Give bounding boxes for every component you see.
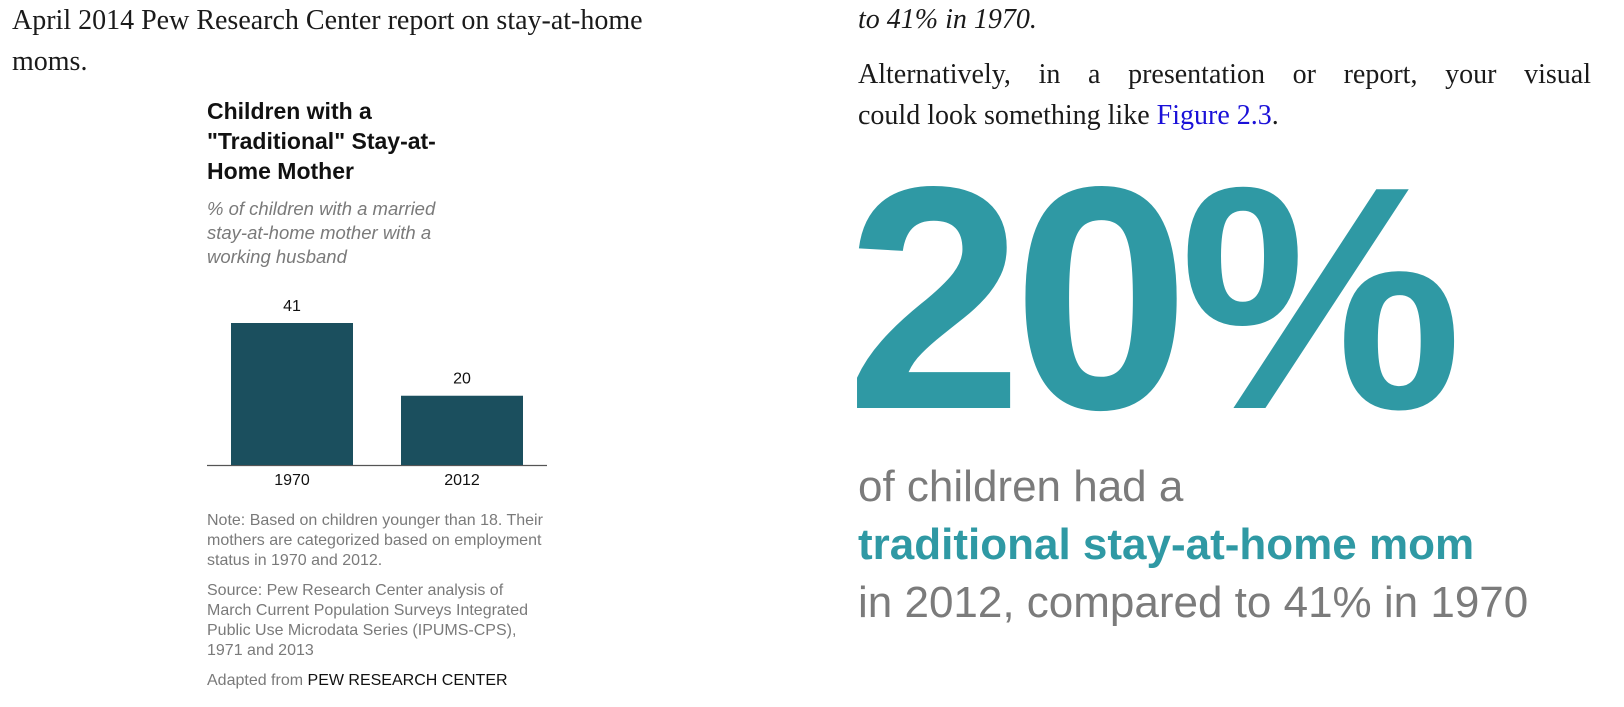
right-body-text: to 41% in 1970. Alternatively, in a pres… [858, 0, 1591, 136]
chart-source: Source: Pew Research Center analysis of … [207, 582, 529, 659]
tick-label-2012: 2012 [444, 472, 480, 489]
paragraph-line-1: Alternatively, in a presentation or repo… [858, 59, 1591, 90]
caption-line-1: of children had a [858, 462, 1184, 511]
caption-line-3: in 2012, compared to 41% in 1970 [858, 578, 1529, 627]
paragraph-line-2: could look something like Figure 2.3. [858, 95, 1591, 136]
chart-note: Note: Based on children younger than 18.… [207, 512, 543, 569]
bar-1970 [231, 323, 353, 465]
italic-continuation: to 41% in 1970. [858, 4, 1037, 35]
chart-title: Children with a "Traditional" Stay-at-Ho… [207, 98, 436, 184]
stat-caption: of children had a traditional stay-at-ho… [858, 458, 1528, 632]
left-text-line-1: April 2014 Pew Research Center report on… [12, 5, 643, 36]
big-stat-number: 20% [846, 121, 1462, 476]
chart-subtitle: % of children with a married stay-at-hom… [207, 198, 436, 267]
data-label-2012: 20 [453, 371, 471, 388]
caption-emphasis: traditional stay-at-home mom [858, 520, 1475, 569]
bar-2012 [401, 395, 523, 465]
figure-link[interactable]: Figure 2.3 [1156, 100, 1272, 131]
left-text-line-2: moms. [12, 46, 88, 77]
bar-chart: 41 1970 20 2012 [207, 298, 547, 489]
chart-attribution: Adapted from PEW RESEARCH CENTER [207, 671, 567, 691]
left-body-text: April 2014 Pew Research Center report on… [12, 0, 752, 82]
paragraph-line-2-suffix: . [1271, 100, 1279, 131]
data-label-1970: 41 [283, 298, 301, 315]
attribution-prefix: Adapted from [207, 672, 304, 689]
tick-label-1970: 1970 [274, 472, 310, 489]
paragraph-line-2-prefix: could look something like [858, 100, 1150, 131]
pew-bar-chart-figure: Children with a "Traditional" Stay-at-Ho… [207, 96, 567, 691]
attribution-source: PEW RESEARCH CENTER [307, 672, 508, 689]
